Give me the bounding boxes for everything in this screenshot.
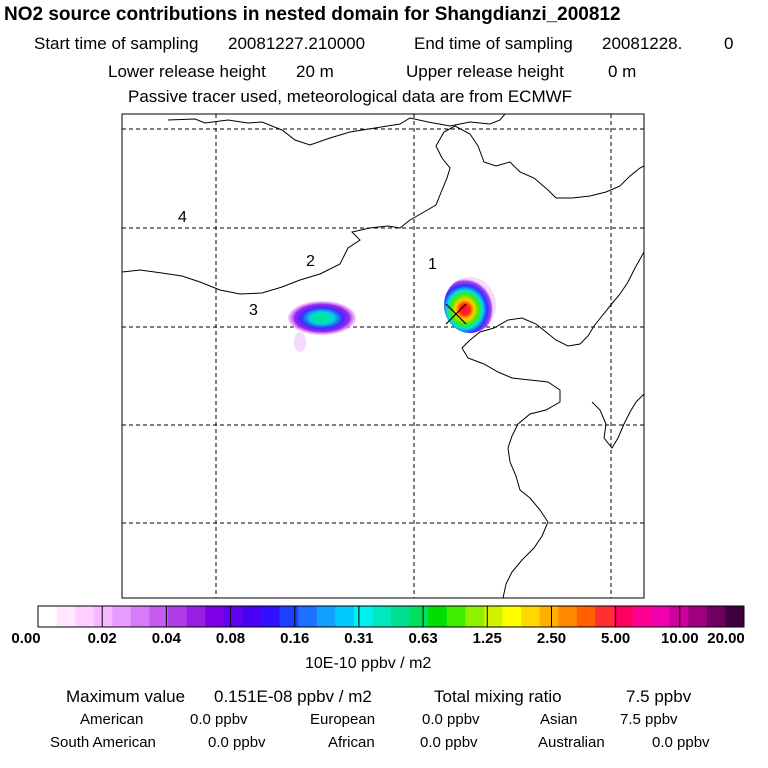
- colorbar-swatch: [205, 606, 225, 627]
- colorbar-swatch: [688, 606, 708, 627]
- colorbar-swatch: [539, 606, 559, 627]
- colorbar-swatch: [502, 606, 522, 627]
- region-name-asian: Asian: [540, 711, 578, 728]
- max-value-label: Maximum value: [66, 687, 186, 706]
- region-name-australian: Australian: [538, 734, 605, 751]
- colorbar-swatch: [558, 606, 578, 627]
- colorbar-swatch: [632, 606, 652, 627]
- map-frame: [121, 113, 645, 599]
- region-label-2: 2: [306, 253, 315, 270]
- colorbar-tick-label: 0.63: [408, 630, 438, 647]
- x-marker-icon: [445, 303, 467, 325]
- region-name-american: American: [80, 711, 144, 728]
- colorbar-swatch: [112, 606, 132, 627]
- colorbar-tick-label: 0.16: [280, 630, 310, 647]
- colorbar-tick-label: 0.02: [87, 630, 117, 647]
- colorbar-swatch: [56, 606, 76, 627]
- end-time-value: 20081228.: [602, 34, 683, 53]
- colorbar-swatch: [725, 606, 745, 627]
- colorbar-swatch: [483, 606, 503, 627]
- colorbar-swatch: [168, 606, 188, 627]
- region-name-european: European: [310, 711, 376, 728]
- colorbar-swatch: [130, 606, 150, 627]
- colorbar-tick-label: 20.00: [707, 630, 745, 647]
- concentration-plumes: [288, 277, 496, 352]
- colorbar-swatch: [260, 606, 281, 627]
- colorbar-swatch: [38, 606, 58, 627]
- colorbar-swatch: [446, 606, 466, 627]
- region-name-african: African: [328, 734, 375, 751]
- start-time-value: 20081227.210000: [228, 34, 366, 53]
- region-value-asian: 7.5 ppbv: [620, 711, 678, 728]
- colorbar-frame: [37, 605, 745, 628]
- end-time-suffix: 0: [724, 34, 734, 53]
- colorbar-tick-label: 1.25: [472, 630, 502, 647]
- colorbar-swatch: [298, 606, 318, 627]
- gridlines: [122, 114, 644, 598]
- coastlines-borders: [122, 114, 644, 598]
- colorbar-tick-label: 5.00: [601, 630, 631, 647]
- colorbar-swatch: [93, 606, 113, 627]
- colorbar-swatch: [651, 606, 671, 627]
- colorbar-swatch: [669, 606, 689, 627]
- lower-release-value: 20 m: [296, 62, 334, 81]
- upper-release-label: Upper release height: [406, 62, 564, 81]
- region-value-american: 0.0 ppbv: [190, 711, 248, 728]
- colorbar-swatch: [149, 606, 169, 627]
- colorbar-swatch: [279, 606, 299, 627]
- total-mixing-label: Total mixing ratio: [434, 687, 562, 706]
- tracer-note: Passive tracer used, meteorological data…: [128, 87, 573, 106]
- max-value: 0.151E-08 ppbv / m2: [214, 687, 372, 706]
- region-value-european: 0.0 ppbv: [422, 711, 480, 728]
- colorbar-swatch: [465, 606, 485, 627]
- colorbar-swatch: [409, 606, 429, 627]
- plume-region-2-3: [288, 301, 356, 335]
- colorbar-tick-label: 2.50: [536, 630, 567, 647]
- colorbar-swatch: [223, 606, 243, 627]
- colorbar-tick-label: 0.08: [215, 630, 246, 647]
- colorbar-swatch: [372, 606, 392, 627]
- colorbar-tick-label: 0.00: [11, 630, 41, 647]
- colorbar-swatch: [242, 606, 262, 627]
- colorbar-swatch: [428, 606, 448, 627]
- end-time-label: End time of sampling: [414, 34, 573, 53]
- colorbar-swatch: [186, 606, 206, 627]
- start-time-label: Start time of sampling: [34, 34, 199, 53]
- plume-tail: [294, 332, 306, 352]
- colorbar-swatch: [706, 606, 726, 627]
- region-value-south-american: 0.0 ppbv: [208, 734, 266, 751]
- colorbar-swatch: [353, 606, 373, 627]
- colorbar-swatch: [576, 606, 596, 627]
- colorbar-swatch: [613, 606, 634, 627]
- colorbar-tick-label: 0.04: [151, 630, 181, 647]
- region-name-south-american: South American: [50, 734, 156, 751]
- region-label-4: 4: [178, 209, 187, 226]
- lower-release-label: Lower release height: [108, 62, 266, 81]
- region-label-3: 3: [249, 302, 258, 319]
- colorbar-swatch: [75, 606, 95, 627]
- colorbar-swatch: [521, 606, 541, 627]
- colorbar-tick-label: 0.31: [344, 630, 374, 647]
- colorbar-swatch: [391, 606, 411, 627]
- colorbar-swatch: [595, 606, 615, 627]
- colorbar-swatch: [316, 606, 336, 627]
- colorbar: [38, 606, 745, 627]
- colorbar-tick-label: 10.00: [661, 630, 699, 647]
- total-mixing-value: 7.5 ppbv: [626, 687, 692, 706]
- upper-release-value: 0 m: [608, 62, 637, 81]
- region-value-australian: 0.0 ppbv: [652, 734, 710, 751]
- plume-region-1: [444, 277, 496, 333]
- colorbar-unit: 10E-10 ppbv / m2: [305, 655, 432, 672]
- plot-title: NO2 source contributions in nested domai…: [4, 4, 621, 25]
- region-value-african: 0.0 ppbv: [420, 734, 478, 751]
- region-label-1: 1: [428, 256, 437, 273]
- colorbar-swatch: [335, 606, 355, 627]
